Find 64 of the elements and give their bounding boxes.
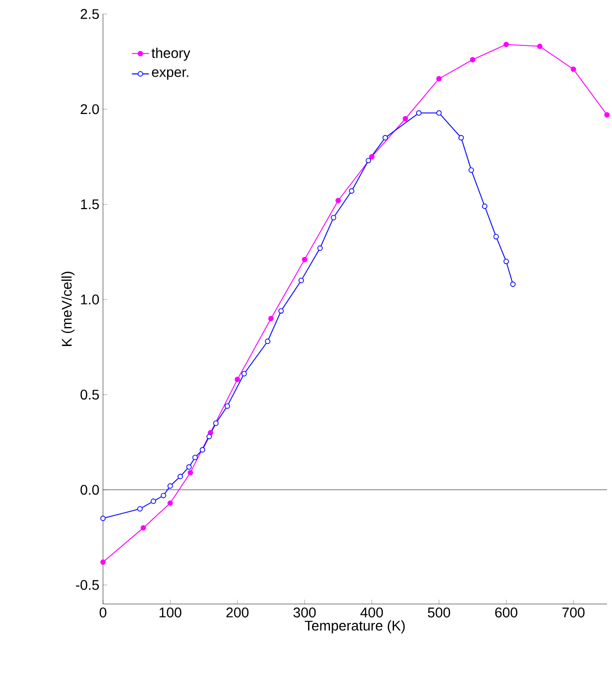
point (192, 454, 198, 460)
x-axis-title: Temperature (K) (304, 620, 405, 634)
point (369, 154, 374, 160)
y-tick-label: 1.5 (81, 199, 99, 210)
point (241, 371, 247, 376)
point (150, 498, 156, 504)
x-tick-label: 200 (226, 608, 249, 618)
point (317, 245, 323, 251)
point (382, 135, 388, 140)
point (160, 492, 166, 498)
point (100, 516, 106, 522)
point (348, 188, 354, 194)
point (503, 42, 509, 48)
point (493, 234, 499, 240)
point (335, 198, 341, 204)
point (482, 204, 488, 209)
x-tick-label: 300 (293, 608, 316, 618)
legend-label: exper. (152, 69, 188, 80)
y-tick-label: 0.5 (80, 390, 99, 400)
point (186, 464, 192, 470)
point (537, 44, 542, 50)
y-tick-label: 2.0 (80, 104, 99, 114)
x-tick-label: 600 (495, 608, 518, 618)
y-tick-label: -0.5 (76, 580, 99, 590)
point (510, 282, 516, 287)
point (268, 316, 274, 322)
point (178, 474, 183, 480)
x-tick-label: 400 (360, 608, 383, 618)
point (570, 66, 576, 72)
point (167, 483, 173, 489)
y-tick-label: 0.0 (80, 484, 99, 495)
point (436, 110, 442, 116)
point (278, 308, 284, 314)
x-tick-label: 700 (562, 608, 585, 618)
point (188, 470, 194, 476)
point (604, 112, 610, 118)
point (224, 403, 230, 409)
point (234, 376, 240, 382)
x-tick-label: 100 (160, 608, 182, 618)
point (330, 214, 336, 220)
point (458, 135, 464, 140)
point (436, 76, 442, 82)
x-tick-label: 0 (100, 608, 106, 618)
point (470, 56, 476, 62)
point (366, 158, 372, 164)
y-axis-title: K (meV/cell) (61, 272, 74, 346)
point (200, 447, 206, 453)
point (503, 258, 509, 264)
point (213, 420, 219, 426)
point (264, 338, 270, 344)
point (298, 278, 304, 284)
point (402, 116, 408, 122)
point (137, 506, 143, 512)
point (302, 256, 308, 262)
point (468, 167, 474, 173)
point (140, 525, 146, 531)
point (100, 559, 106, 565)
y-tick-label: 1.0 (81, 294, 99, 304)
point (167, 500, 173, 506)
point (206, 434, 212, 440)
y-tick-label: 2.5 (80, 9, 99, 19)
legend-label: theory (152, 48, 190, 61)
x-tick-label: 500 (428, 608, 450, 618)
point (416, 110, 422, 116)
